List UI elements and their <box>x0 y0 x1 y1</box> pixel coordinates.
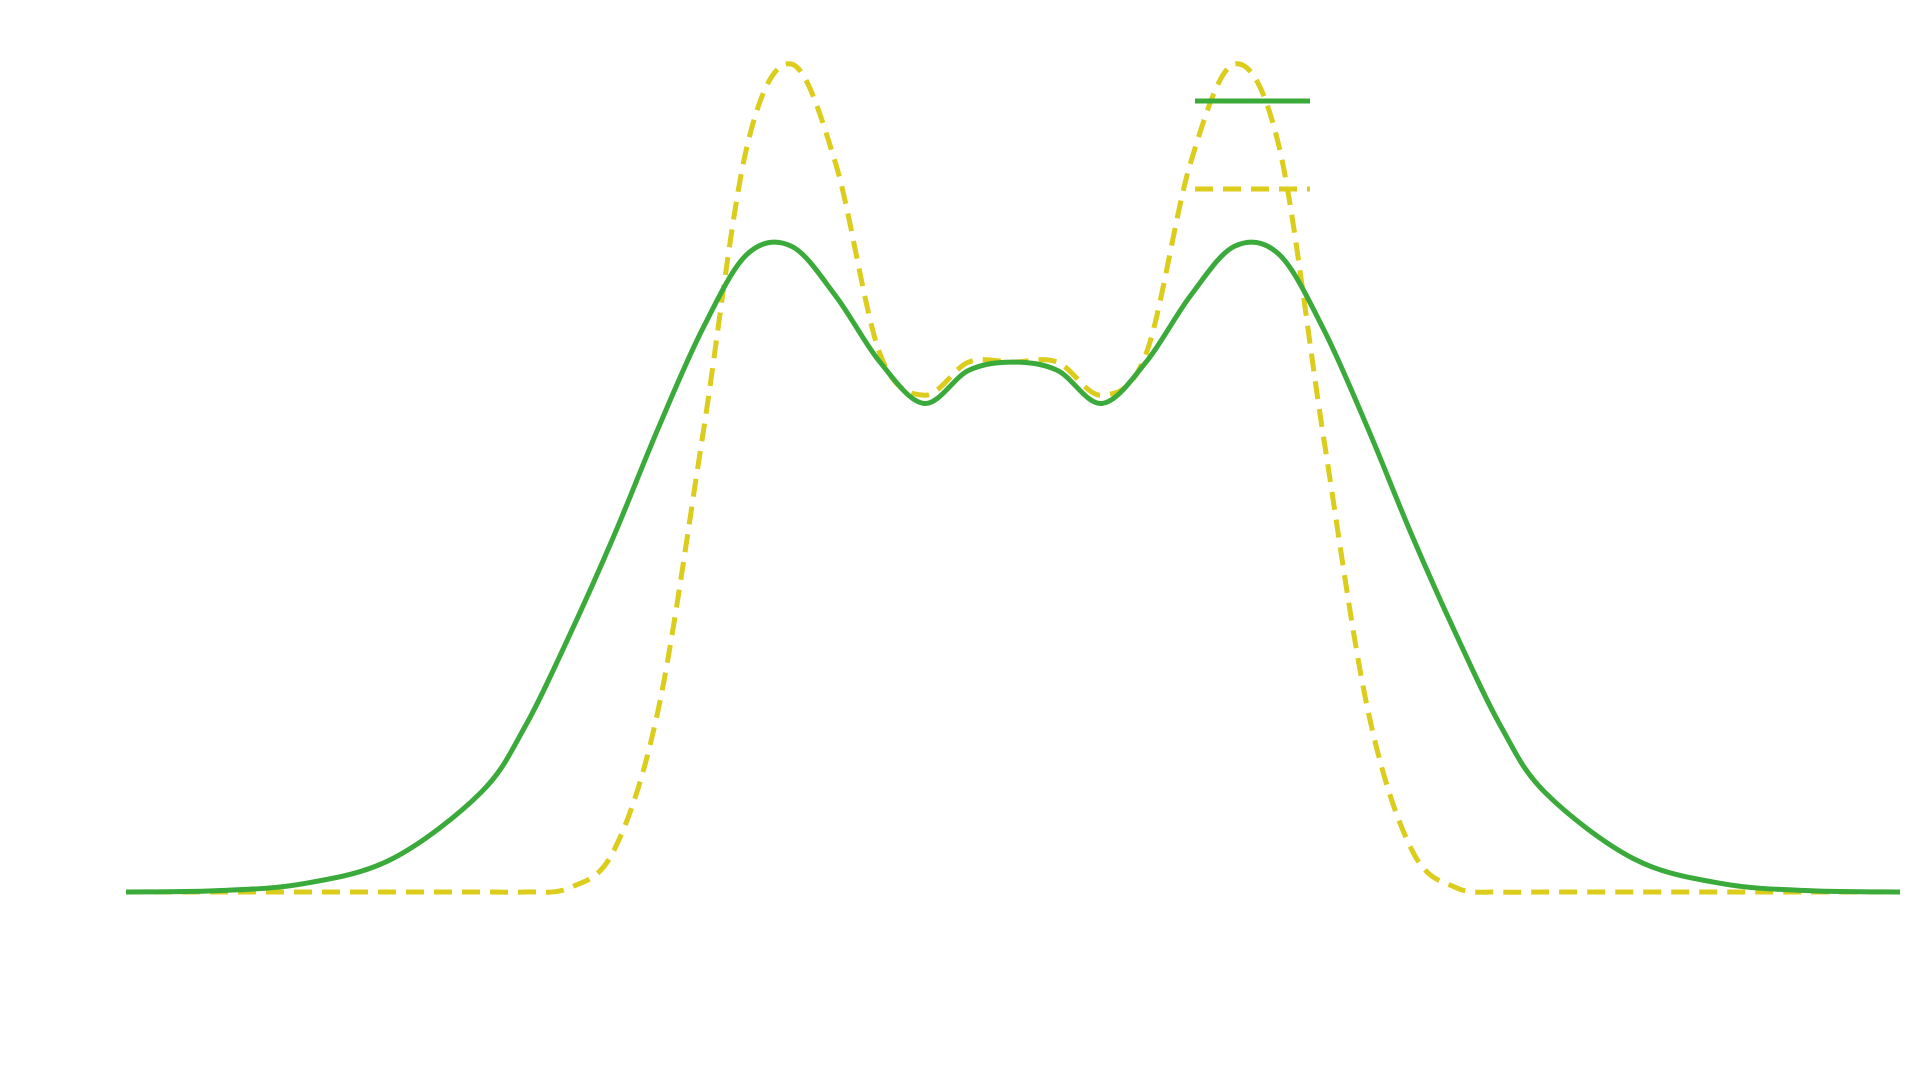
series-line-2 <box>125 61 1900 895</box>
series-line-1 <box>125 239 1901 895</box>
legend <box>1195 98 1310 192</box>
series-layer <box>125 61 1901 895</box>
